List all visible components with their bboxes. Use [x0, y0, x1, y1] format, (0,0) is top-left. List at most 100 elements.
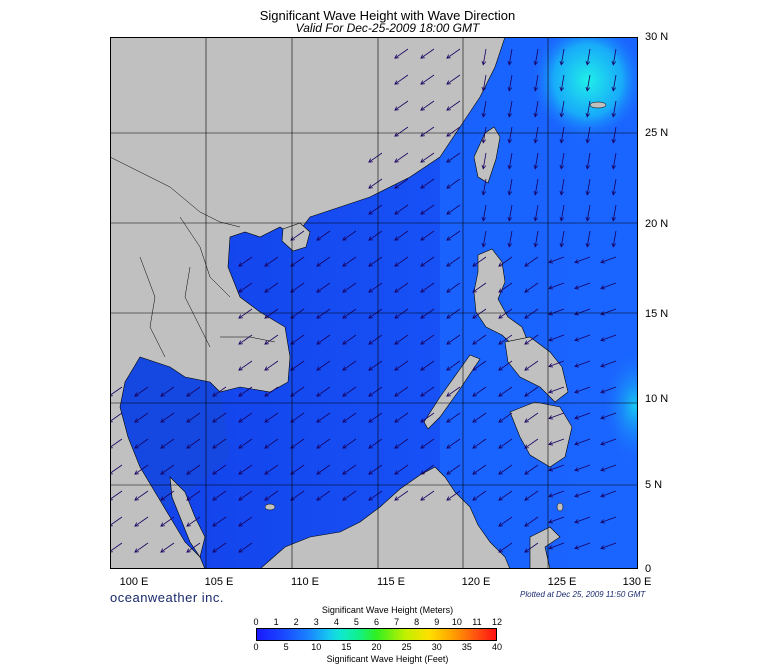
wave-arrow [472, 438, 487, 449]
wave-arrow [574, 308, 591, 316]
feet-tick-label: 40 [491, 642, 502, 652]
legend-feet-title: Significant Wave Height (Feet) [326, 654, 449, 664]
wave-arrow [342, 282, 357, 293]
wave-arrow [611, 100, 617, 118]
wave-arrow [533, 74, 539, 92]
meters-tick-label: 7 [394, 617, 400, 627]
wave-arrow [498, 412, 513, 423]
wave-arrow [238, 412, 253, 423]
wave-arrow [368, 308, 383, 319]
feet-tick-label: 35 [461, 642, 472, 652]
wave-arrow [316, 386, 331, 397]
wave-arrow [524, 282, 539, 293]
wave-height-map [110, 37, 638, 569]
wave-arrow [524, 334, 539, 345]
wave-arrow [394, 334, 409, 345]
feet-tick-label: 0 [253, 642, 259, 652]
wave-arrow [533, 126, 539, 144]
wave-arrow [507, 230, 513, 248]
wave-arrow [394, 256, 409, 267]
wave-arrow [238, 308, 253, 319]
wave-arrow [264, 334, 279, 345]
wave-arrow [446, 334, 461, 345]
wave-arrow [533, 100, 539, 118]
wave-arrow [368, 490, 383, 501]
wave-arrow [507, 152, 513, 170]
wave-arrow [134, 386, 149, 397]
wave-arrow [186, 542, 201, 553]
wave-arrow [186, 464, 201, 475]
wave-arrow [420, 204, 435, 215]
wave-arrow [446, 308, 461, 319]
wave-arrow [264, 490, 279, 501]
wave-arrow [264, 308, 279, 319]
plotted-timestamp: Plotted at Dec 25, 2009 11:50 GMT [520, 590, 646, 599]
wave-arrow [186, 516, 201, 527]
wave-arrow [574, 542, 591, 550]
wave-arrow [498, 386, 513, 397]
wave-arrow [533, 204, 539, 222]
meters-tick-label: 4 [333, 617, 339, 627]
wave-arrow [238, 490, 253, 501]
wave-arrow [548, 386, 565, 394]
wave-arrow [472, 308, 487, 319]
wave-arrow [574, 490, 591, 498]
wave-arrow [574, 256, 591, 264]
wave-arrow [524, 256, 539, 267]
wave-arrow [574, 386, 591, 394]
legend-meters-title: Significant Wave Height (Meters) [321, 605, 454, 615]
wave-arrow [238, 334, 253, 345]
wave-arrow [524, 360, 539, 371]
wave-arrow [446, 178, 461, 189]
wave-arrow [394, 48, 409, 59]
wave-arrow [472, 334, 487, 345]
wave-arrow [600, 464, 617, 472]
wave-arrow [316, 334, 331, 345]
wave-arrow [394, 490, 409, 501]
wave-arrow [472, 282, 487, 293]
borneo-island [259, 466, 511, 569]
wave-arrow [420, 360, 435, 371]
wave-arrow [420, 490, 435, 501]
lon-label-100e: 100 E [119, 576, 149, 588]
wave-arrow [472, 490, 487, 501]
wave-arrow [585, 100, 591, 118]
mainland-asia [110, 37, 506, 569]
wave-arrow [420, 256, 435, 267]
lat-label-20n: 20 N [645, 218, 669, 230]
wave-arrow [498, 256, 513, 267]
wave-arrow [238, 542, 253, 553]
wave-arrow [446, 74, 461, 85]
wave-arrow [368, 412, 383, 423]
wave-arrow [342, 490, 357, 501]
wave-arrow [342, 230, 357, 241]
wave-arrow [585, 74, 591, 92]
wave-arrow [507, 48, 513, 66]
wave-arrow [342, 334, 357, 345]
wave-arrow [559, 126, 565, 144]
wave-arrow [611, 152, 617, 170]
wave-arrow [481, 152, 487, 170]
wave-arrow [212, 438, 227, 449]
wave-arrow [481, 100, 487, 118]
wave-arrow [446, 152, 461, 163]
wave-arrow [585, 126, 591, 144]
map-frame [110, 37, 638, 569]
taiwan-island [473, 126, 501, 184]
wave-arrow [212, 464, 227, 475]
wave-arrow [342, 360, 357, 371]
lon-label-125e: 125 E [547, 576, 577, 588]
lon-label-120e: 120 E [461, 576, 491, 588]
wave-arrow [342, 256, 357, 267]
wave-arrow [498, 490, 513, 501]
wave-arrow [548, 360, 565, 368]
wave-arrow [316, 282, 331, 293]
wave-arrow [446, 490, 461, 501]
wave-arrow [420, 386, 435, 397]
wave-arrow [481, 126, 487, 144]
wave-arrow [342, 386, 357, 397]
meters-tick-label: 6 [373, 617, 379, 627]
wave-arrow [524, 438, 539, 449]
wave-arrow [498, 464, 513, 475]
wave-arrow [574, 282, 591, 290]
